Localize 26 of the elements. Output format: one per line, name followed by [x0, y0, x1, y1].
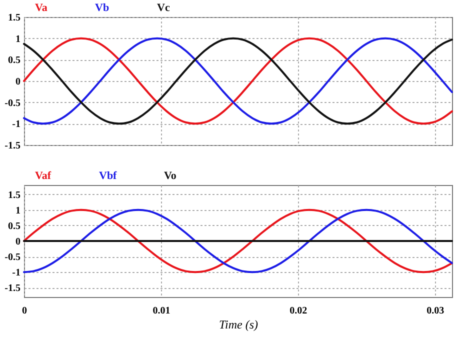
y-tick-label: 1	[16, 205, 20, 216]
x-axis-title: Time (s)	[219, 318, 258, 332]
text: Va	[35, 2, 48, 14]
line-series	[23, 208, 453, 274]
text: Vaf	[35, 170, 52, 182]
y-tick-label: -1	[12, 119, 20, 130]
y-tick-label: -1	[12, 268, 20, 279]
y-tick-label: -0.5	[4, 98, 20, 109]
y-tick-label: -1.5	[4, 283, 20, 294]
y-tick-label: 0.5	[8, 220, 20, 232]
y-tick-label: 1	[16, 34, 20, 45]
line-series	[23, 37, 453, 125]
x-tick-label: 0.01	[152, 306, 170, 316]
text: Vo	[164, 170, 177, 182]
text: Vbf	[99, 170, 118, 182]
y-tick-label: 1.5	[8, 190, 20, 201]
text: Vc	[157, 2, 170, 14]
x-tick-label: 0.02	[290, 306, 308, 316]
y-tick-label: 0	[16, 76, 20, 88]
y-tick-label: -0.5	[4, 252, 20, 264]
y-tick-label: 0	[16, 236, 20, 248]
y-tick-label: -1.5	[4, 140, 20, 152]
y-tick-label: 1.5	[8, 12, 20, 24]
y-tick-label: 0.5	[8, 55, 20, 66]
x-tick-label: 0.03	[426, 306, 444, 316]
text: Vb	[95, 2, 110, 14]
